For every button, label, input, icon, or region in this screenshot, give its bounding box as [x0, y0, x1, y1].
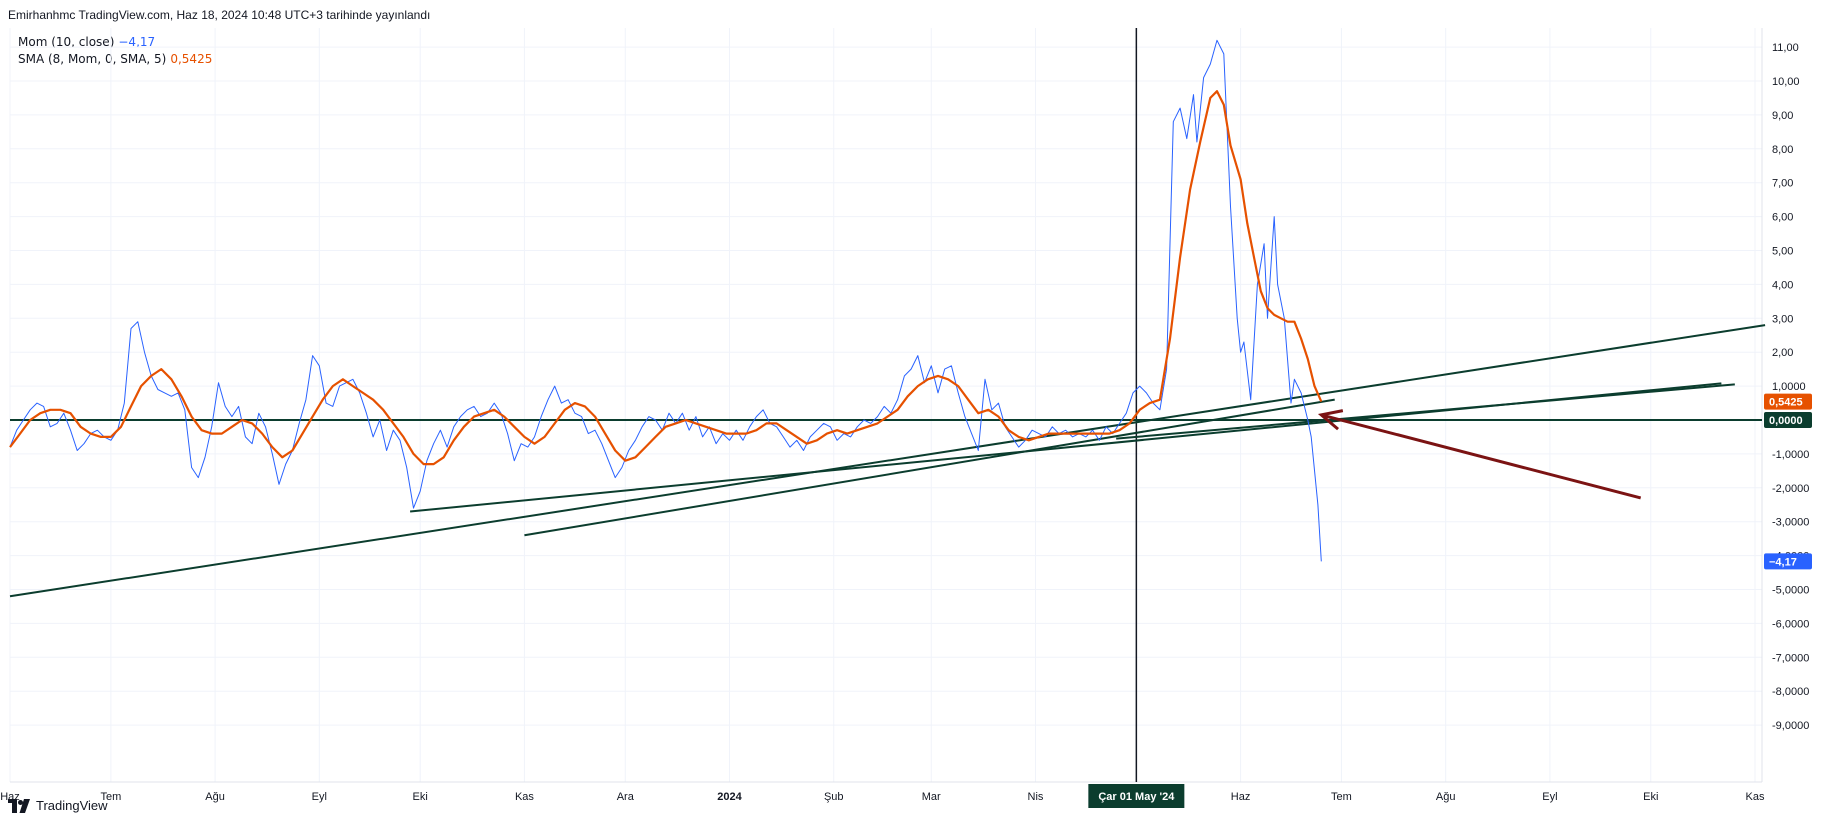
crosshair-date-label: Çar 01 May '24 [1098, 791, 1175, 803]
sma-value-badge-bg [1764, 393, 1812, 410]
legend-mom-label: Mom (10, close) [18, 35, 115, 49]
published-caption: Emirhanhmc TradingView.com, Haz 18, 2024… [8, 8, 431, 22]
x-tick-label: Tem [1331, 791, 1352, 803]
legend-sma-label: SMA (8, Mom, 0, SMA, 5) [18, 52, 167, 66]
y-tick-label: -3,0000 [1772, 517, 1809, 529]
x-tick-label: Ağu [205, 791, 225, 803]
series-line-sma[interactable] [9, 90, 1323, 466]
x-tick-label: Mar [922, 791, 941, 803]
legend-sma[interactable]: SMA (8, Mom, 0, SMA, 5) 0,5425 [18, 52, 212, 66]
x-tick-label: 2024 [717, 791, 742, 803]
x-tick-label: Nis [1028, 791, 1044, 803]
x-tick-label: Kas [515, 791, 534, 803]
x-tick-label: Şub [824, 791, 844, 803]
trendline[interactable] [1116, 383, 1735, 440]
x-tick-label: Haz [1231, 791, 1251, 803]
tradingview-logo-icon [8, 798, 30, 813]
legend-sma-value: 0,5425 [170, 52, 213, 66]
legend-mom-value: −4,17 [118, 35, 156, 49]
trendline[interactable] [9, 324, 1766, 598]
x-tick-label: Eki [1643, 791, 1658, 803]
annotation-arrow[interactable] [1320, 413, 1642, 500]
zero-value-badge-bg [1764, 412, 1812, 428]
y-tick-label: -9,0000 [1772, 720, 1809, 732]
y-tick-label: 4,00 [1772, 279, 1793, 291]
trendline[interactable] [524, 398, 1335, 537]
y-tick-label: 5,00 [1772, 246, 1793, 258]
y-tick-label: 11,00 [1772, 42, 1799, 54]
mom-value-badge-bg [1764, 553, 1812, 570]
y-tick-label: 6,00 [1772, 212, 1793, 224]
x-tick-label: Ağu [1436, 791, 1456, 803]
sma-value-badge: 0,5425 [1769, 397, 1803, 409]
brand-label: TradingView [36, 798, 108, 813]
y-tick-label: 8,00 [1772, 144, 1793, 156]
y-tick-label: 9,00 [1772, 110, 1793, 122]
crosshair-date-badge [1088, 784, 1185, 808]
y-tick-label: 1,0000 [1772, 381, 1806, 393]
y-tick-label: -1,0000 [1772, 449, 1809, 461]
zero-value-badge: 0,0000 [1769, 415, 1803, 427]
y-tick-label: -5,0000 [1772, 585, 1809, 597]
x-tick-label: Eyl [312, 791, 327, 803]
annotation-arrowhead [1317, 409, 1344, 431]
y-tick-label: -7,0000 [1772, 652, 1809, 664]
x-tick-label: Tem [100, 791, 121, 803]
y-tick-label: -2,0000 [1772, 483, 1809, 495]
x-tick-label: Kas [1746, 791, 1765, 803]
y-tick-label: -8,0000 [1772, 686, 1809, 698]
x-tick-label: Ara [617, 791, 635, 803]
legend-mom[interactable]: Mom (10, close) −4,17 [18, 35, 155, 49]
y-tick-label: 2,00 [1772, 347, 1793, 359]
x-tick-label: Eki [413, 791, 428, 803]
mom-value-badge: −4,17 [1769, 556, 1797, 568]
y-tick-label: 7,00 [1772, 178, 1793, 190]
x-tick-label: Eyl [1542, 791, 1557, 803]
y-tick-label: 10,00 [1772, 76, 1800, 88]
y-tick-label: 3,00 [1772, 313, 1793, 325]
series-line-mom[interactable] [9, 39, 1322, 562]
tradingview-brand[interactable]: TradingView [8, 798, 108, 813]
y-tick-label: -6,0000 [1772, 618, 1809, 630]
